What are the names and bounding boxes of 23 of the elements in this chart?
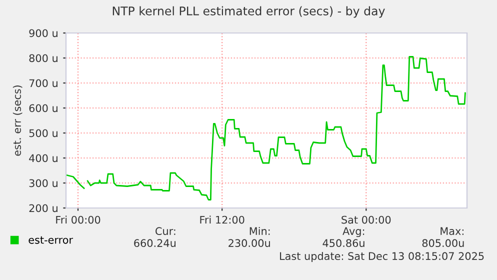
y-tick-label: 500 u: [29, 129, 58, 138]
text: 805.00u: [422, 239, 464, 248]
text: Max:: [440, 227, 464, 236]
y-axis-title: est. err (secs): [12, 86, 22, 156]
x-tick-label: Fri 00:00: [56, 216, 100, 224]
text: Last update: Sat Dec 13 08:15:07 2025: [280, 252, 484, 262]
text: 660.24u: [134, 239, 176, 248]
text: 230.00u: [228, 239, 270, 248]
y-tick-label: 400 u: [29, 154, 58, 162]
y-tick-label: 900 u: [29, 29, 58, 38]
y-tick-label: 700 u: [29, 79, 58, 88]
y-tick-label: 800 u: [29, 54, 58, 62]
legend-label: est-error: [28, 236, 74, 244]
text: Avg:: [342, 227, 364, 238]
text: Min:: [250, 226, 270, 235]
x-tick-label: Fri 12:00: [200, 216, 244, 224]
y-tick-label: 600 u: [29, 104, 58, 112]
y-tick-label: 200 u: [29, 204, 58, 212]
text: Cur:: [156, 227, 176, 236]
y-tick-label: 300 u: [29, 179, 58, 188]
chart-title: NTP kernel PLL estimated error (secs) - by day: [112, 6, 385, 18]
x-tick-label: Sat 00:00: [342, 216, 391, 224]
text: 450.86u: [322, 239, 364, 248]
